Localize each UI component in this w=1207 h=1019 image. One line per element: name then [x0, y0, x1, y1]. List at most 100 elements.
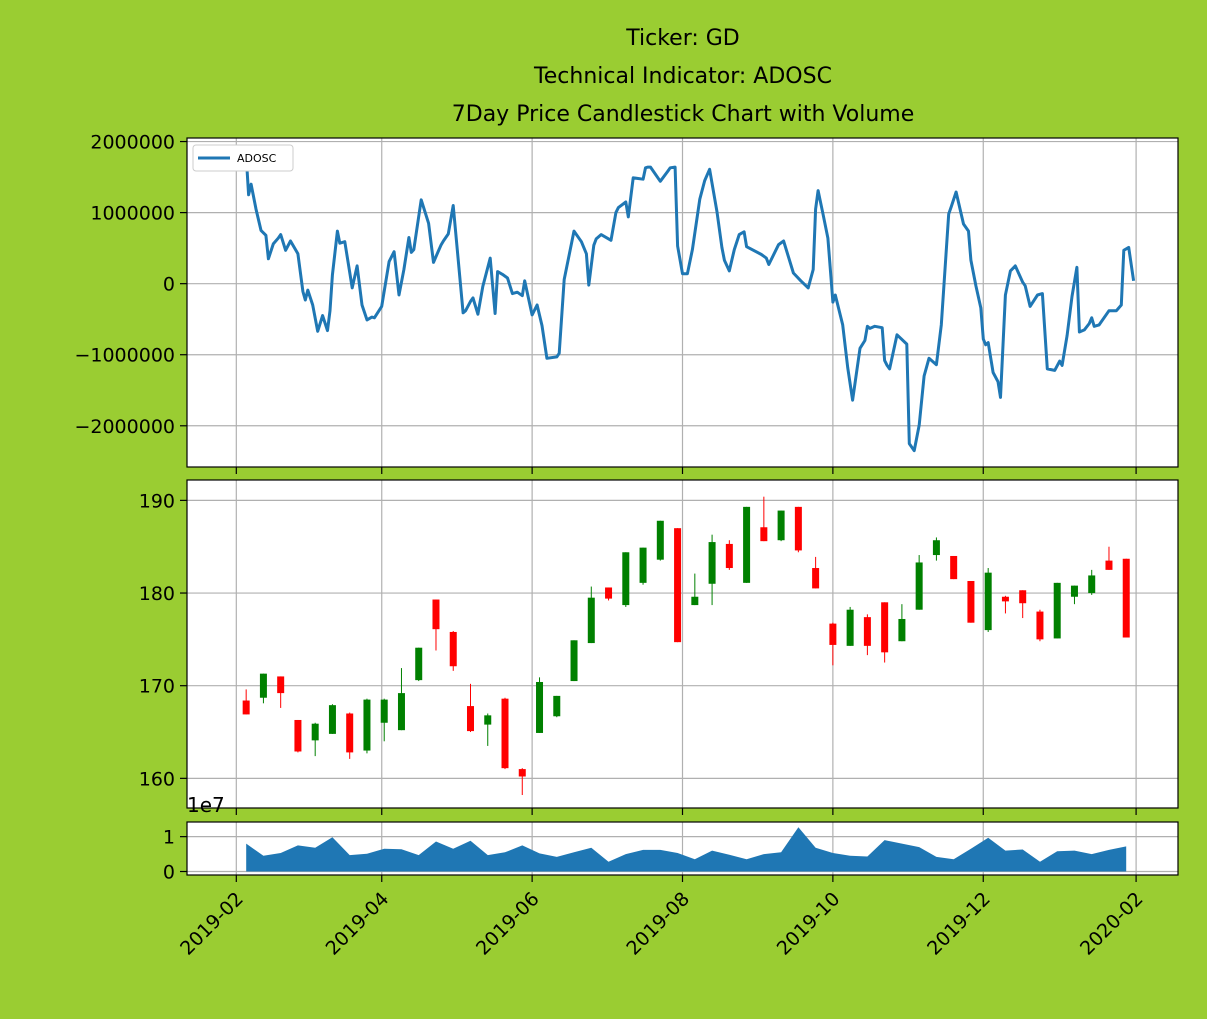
candle-body	[536, 681, 544, 733]
candlestick	[259, 673, 267, 704]
candle-body	[553, 695, 561, 717]
candle-body	[415, 647, 423, 681]
candle-body	[656, 520, 664, 560]
candlestick	[518, 768, 526, 796]
candlestick	[846, 606, 854, 646]
candle-body	[829, 623, 837, 645]
candlestick	[1019, 590, 1027, 619]
volume-area-layer	[246, 827, 1127, 872]
candle-body	[311, 723, 319, 741]
candle-body	[466, 706, 474, 732]
candlestick	[932, 537, 940, 561]
candlestick	[328, 704, 336, 734]
candle-body	[1019, 590, 1027, 604]
y-tick-label: 2000000	[90, 132, 175, 154]
volume-offset-label: 1e7	[187, 793, 225, 817]
candle-body	[449, 631, 457, 667]
candlestick	[363, 698, 371, 754]
title-line-2: Technical Indicator: ADOSC	[533, 64, 832, 89]
candle-body	[950, 555, 958, 580]
y-tick-label: −1000000	[74, 345, 175, 367]
candle-body	[346, 713, 354, 753]
candlestick	[380, 698, 388, 742]
candle-body	[708, 542, 716, 584]
candle-body	[898, 618, 906, 642]
title-line-1: Ticker: GD	[625, 26, 740, 51]
candle-body	[639, 547, 647, 583]
x-tick-label: 2019-06	[472, 888, 544, 960]
candlestick	[1036, 609, 1044, 642]
candlestick	[536, 677, 544, 733]
candlestick	[570, 640, 578, 682]
candlestick	[863, 614, 871, 656]
candle-body	[1036, 611, 1044, 640]
candlestick	[484, 713, 492, 746]
candle-body	[501, 698, 509, 769]
candlestick	[708, 534, 716, 606]
candle-body	[915, 562, 923, 610]
candlestick	[466, 683, 474, 733]
x-tick-label: 2019-10	[773, 888, 845, 960]
candle-body	[760, 527, 768, 542]
candle-body	[984, 572, 992, 631]
candlestick	[915, 555, 923, 610]
candlestick	[432, 599, 440, 651]
candlestick	[725, 540, 733, 570]
candle-body	[691, 596, 699, 606]
y-tick-label: 180	[139, 583, 175, 605]
title-line-3: 7Day Price Candlestick Chart with Volume	[452, 102, 914, 127]
candle-body	[484, 715, 492, 725]
candle-body	[794, 506, 802, 551]
y-tick-label: 1000000	[90, 203, 175, 225]
candlestick	[691, 573, 699, 606]
candle-body	[622, 552, 630, 606]
x-tick-label: 2019-08	[622, 888, 694, 960]
y-tick-label: 0	[163, 862, 175, 884]
candle-body	[967, 580, 975, 623]
candle-body	[328, 705, 336, 734]
candle-body	[674, 528, 682, 643]
candlestick	[898, 604, 906, 642]
y-tick-label: 170	[139, 676, 175, 698]
legend-label-adosc: ADOSC	[237, 152, 277, 165]
candlestick	[1122, 558, 1130, 638]
x-tick-label: 2019-12	[923, 888, 995, 960]
candlestick	[449, 631, 457, 671]
adosc-line-layer	[244, 155, 1136, 453]
candle-body	[863, 617, 871, 646]
candlestick	[639, 547, 647, 585]
candlestick	[1053, 582, 1061, 639]
x-tick-label: 2019-04	[322, 888, 394, 960]
candle-body	[1122, 558, 1130, 638]
candle-body	[363, 699, 371, 751]
candlestick	[743, 506, 751, 583]
candlestick	[794, 506, 802, 553]
candle-body	[1001, 596, 1009, 602]
candlestick	[311, 722, 319, 757]
candlestick	[397, 668, 405, 731]
candlestick	[1105, 546, 1113, 570]
y-tick-label: 160	[139, 768, 175, 790]
candle-body	[242, 700, 250, 715]
candlestick	[346, 712, 354, 759]
candle-body	[743, 506, 751, 583]
candlestick	[553, 695, 561, 718]
candlestick	[881, 602, 889, 663]
candlestick	[622, 552, 630, 607]
candlestick	[1001, 595, 1009, 614]
adosc-series-line	[244, 155, 1136, 453]
candlestick	[656, 520, 664, 561]
candlestick	[1088, 569, 1096, 595]
candlestick	[1070, 585, 1078, 605]
candlestick	[605, 587, 613, 601]
y-tick-label: −2000000	[74, 416, 175, 438]
candlestick	[294, 719, 302, 753]
candle-body	[932, 540, 940, 556]
candle-body	[605, 587, 613, 599]
candle-body	[397, 693, 405, 731]
candle-body	[846, 609, 854, 646]
candle-body	[1070, 585, 1078, 597]
candlestick	[587, 586, 595, 644]
